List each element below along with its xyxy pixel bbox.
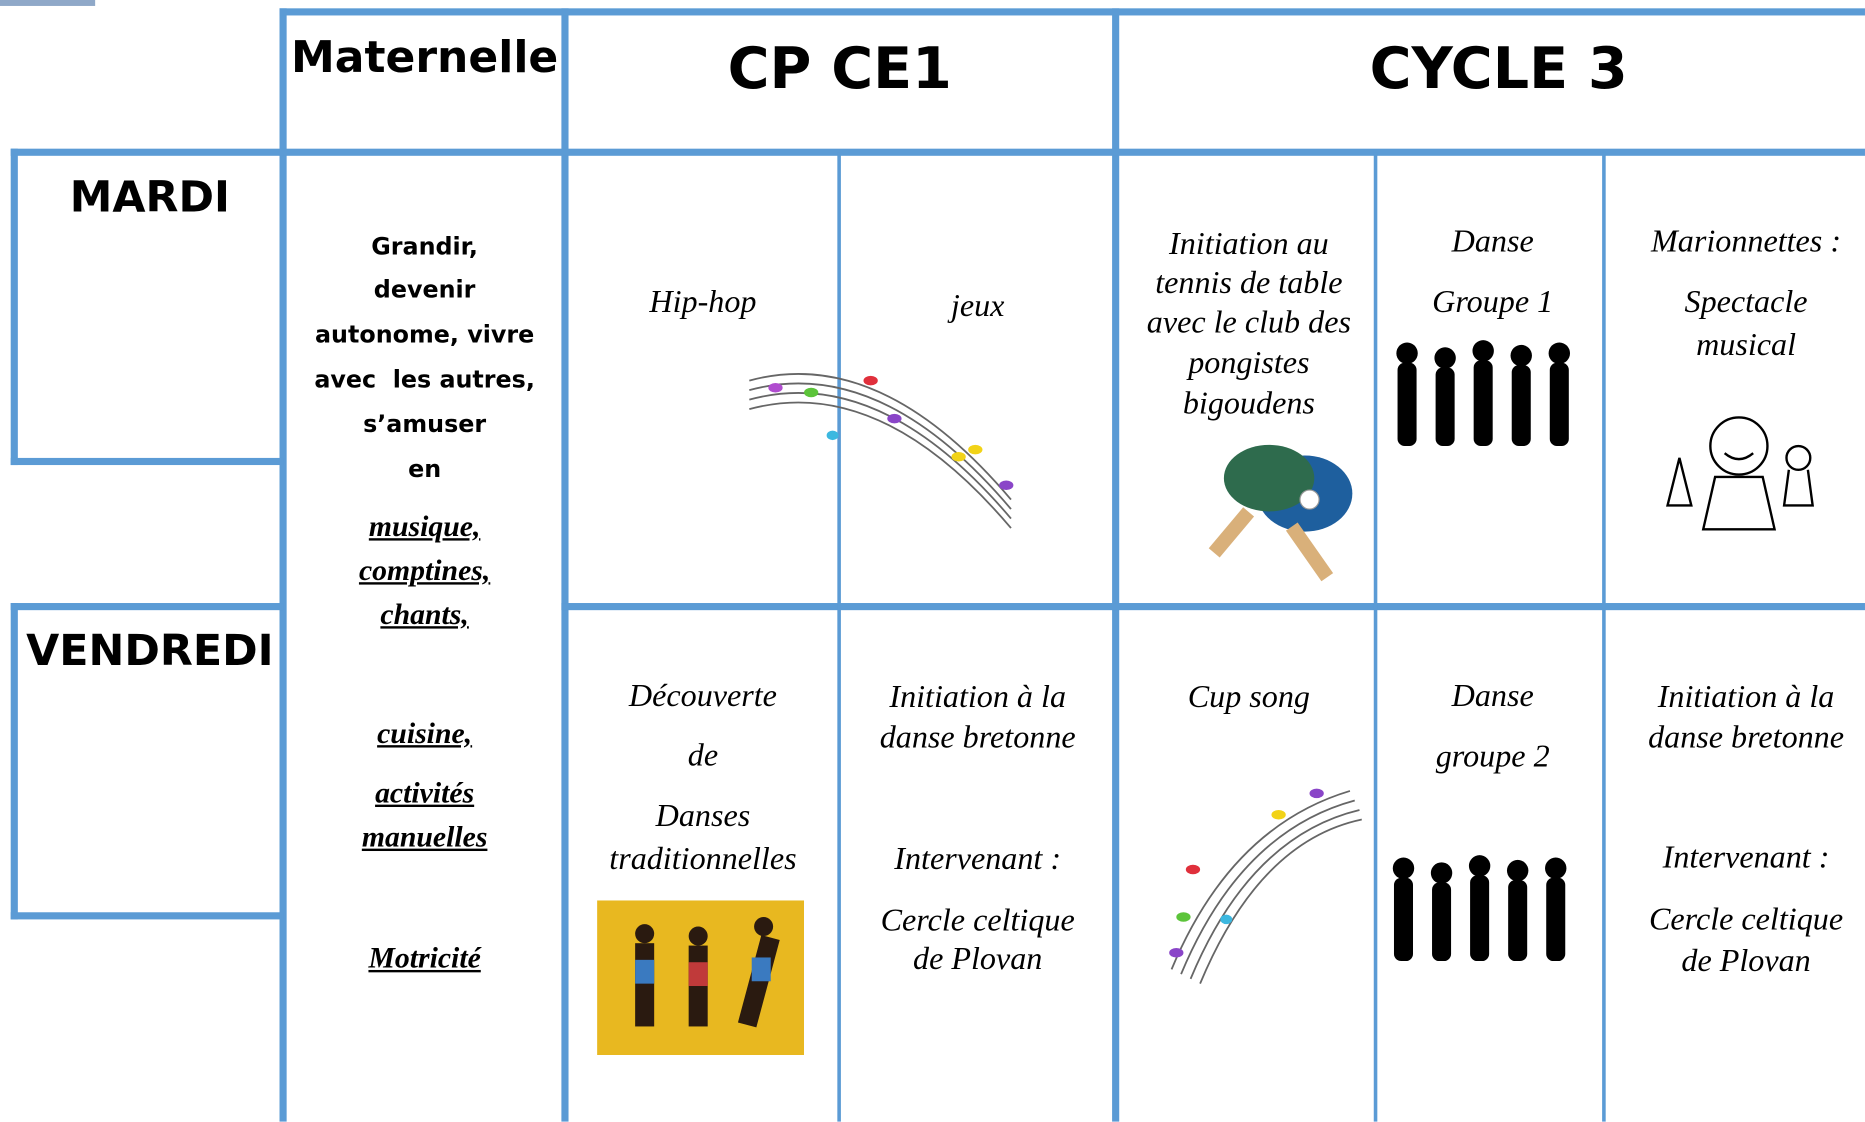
border <box>279 8 287 1122</box>
activity-text: danse bretonne <box>879 718 1076 755</box>
column-header: CP CE1 <box>727 35 952 103</box>
activity-text: Groupe 1 <box>1432 283 1554 320</box>
maternelle-topic: activités <box>375 777 475 810</box>
activity-text: Danse <box>1451 223 1534 259</box>
activity-text: musical <box>1696 326 1796 363</box>
activity-text: jeux <box>950 287 1005 323</box>
activity-text: Danse <box>1451 677 1534 714</box>
column-header: Maternelle <box>290 31 559 83</box>
activity-text: Intervenant : <box>1662 839 1830 875</box>
activity-text: bigoudens <box>1182 384 1315 421</box>
border <box>561 8 569 1122</box>
maternelle-topic: musique, <box>368 510 481 543</box>
day-label: VENDREDI <box>26 626 274 676</box>
activity-text: Cercle celtique <box>1648 900 1844 937</box>
dancers <box>1396 340 1571 447</box>
activity-text: Danses <box>655 797 751 834</box>
activity-text: Initiation à la <box>1657 678 1835 715</box>
day-label: MARDI <box>69 173 230 223</box>
maternelle-text: avec les autres, <box>314 365 535 394</box>
maternelle-text: s’amuser <box>363 409 487 438</box>
activity-text: de Plovan <box>913 940 1043 976</box>
activity-text: Intervenant : <box>894 840 1062 876</box>
activity-text: Initiation au <box>1169 225 1329 262</box>
maternelle-topic: Motricité <box>368 942 481 975</box>
music-notes <box>1169 788 1362 984</box>
border <box>10 148 1865 156</box>
border <box>10 912 284 920</box>
activity-text: groupe 2 <box>1435 738 1550 774</box>
maternelle-topic: chants, <box>380 598 469 631</box>
activity-text: Hip-hop <box>649 283 757 320</box>
activity-text: Découverte <box>628 677 777 714</box>
maternelle-text: devenir <box>373 274 476 304</box>
puppets <box>1666 416 1815 531</box>
activity-text: danse bretonne <box>1648 718 1844 755</box>
maternelle-text: en <box>408 454 442 483</box>
activity-text: traditionnelles <box>609 840 797 876</box>
activity-text: Spectacle <box>1684 283 1808 320</box>
activity-text: Initiation à la <box>889 678 1066 715</box>
border <box>279 8 1865 16</box>
corner-bar <box>0 0 96 6</box>
ping-pong <box>1208 444 1353 582</box>
dancers <box>1392 855 1567 962</box>
maternelle-topic: manuelles <box>361 821 488 854</box>
activity-text: Cup song <box>1187 678 1310 715</box>
maternelle-text: Grandir, <box>371 231 478 261</box>
border <box>10 457 284 466</box>
border <box>837 152 841 1122</box>
border <box>561 603 1865 611</box>
activity-text: Cercle celtique <box>880 902 1075 938</box>
maternelle-text: autonome, vivre <box>314 319 535 349</box>
border <box>1602 152 1606 1122</box>
activity-text: Marionnettes : <box>1651 223 1842 259</box>
maternelle-topic: cuisine, <box>377 717 473 750</box>
music-notes <box>749 373 1014 529</box>
activity-text: de Plovan <box>1681 942 1811 979</box>
border <box>1373 152 1378 1122</box>
activity-text: avec le club des <box>1146 303 1351 340</box>
maternelle-topic: comptines, <box>358 554 491 587</box>
border <box>1112 8 1120 1122</box>
activity-text: tennis de table <box>1155 264 1343 301</box>
activity-text: pongistes <box>1188 344 1310 381</box>
border <box>10 148 18 466</box>
border <box>10 603 18 920</box>
african-dance <box>597 900 805 1055</box>
column-header: CYCLE 3 <box>1369 35 1628 103</box>
border <box>10 603 284 611</box>
activity-text: de <box>687 736 719 773</box>
